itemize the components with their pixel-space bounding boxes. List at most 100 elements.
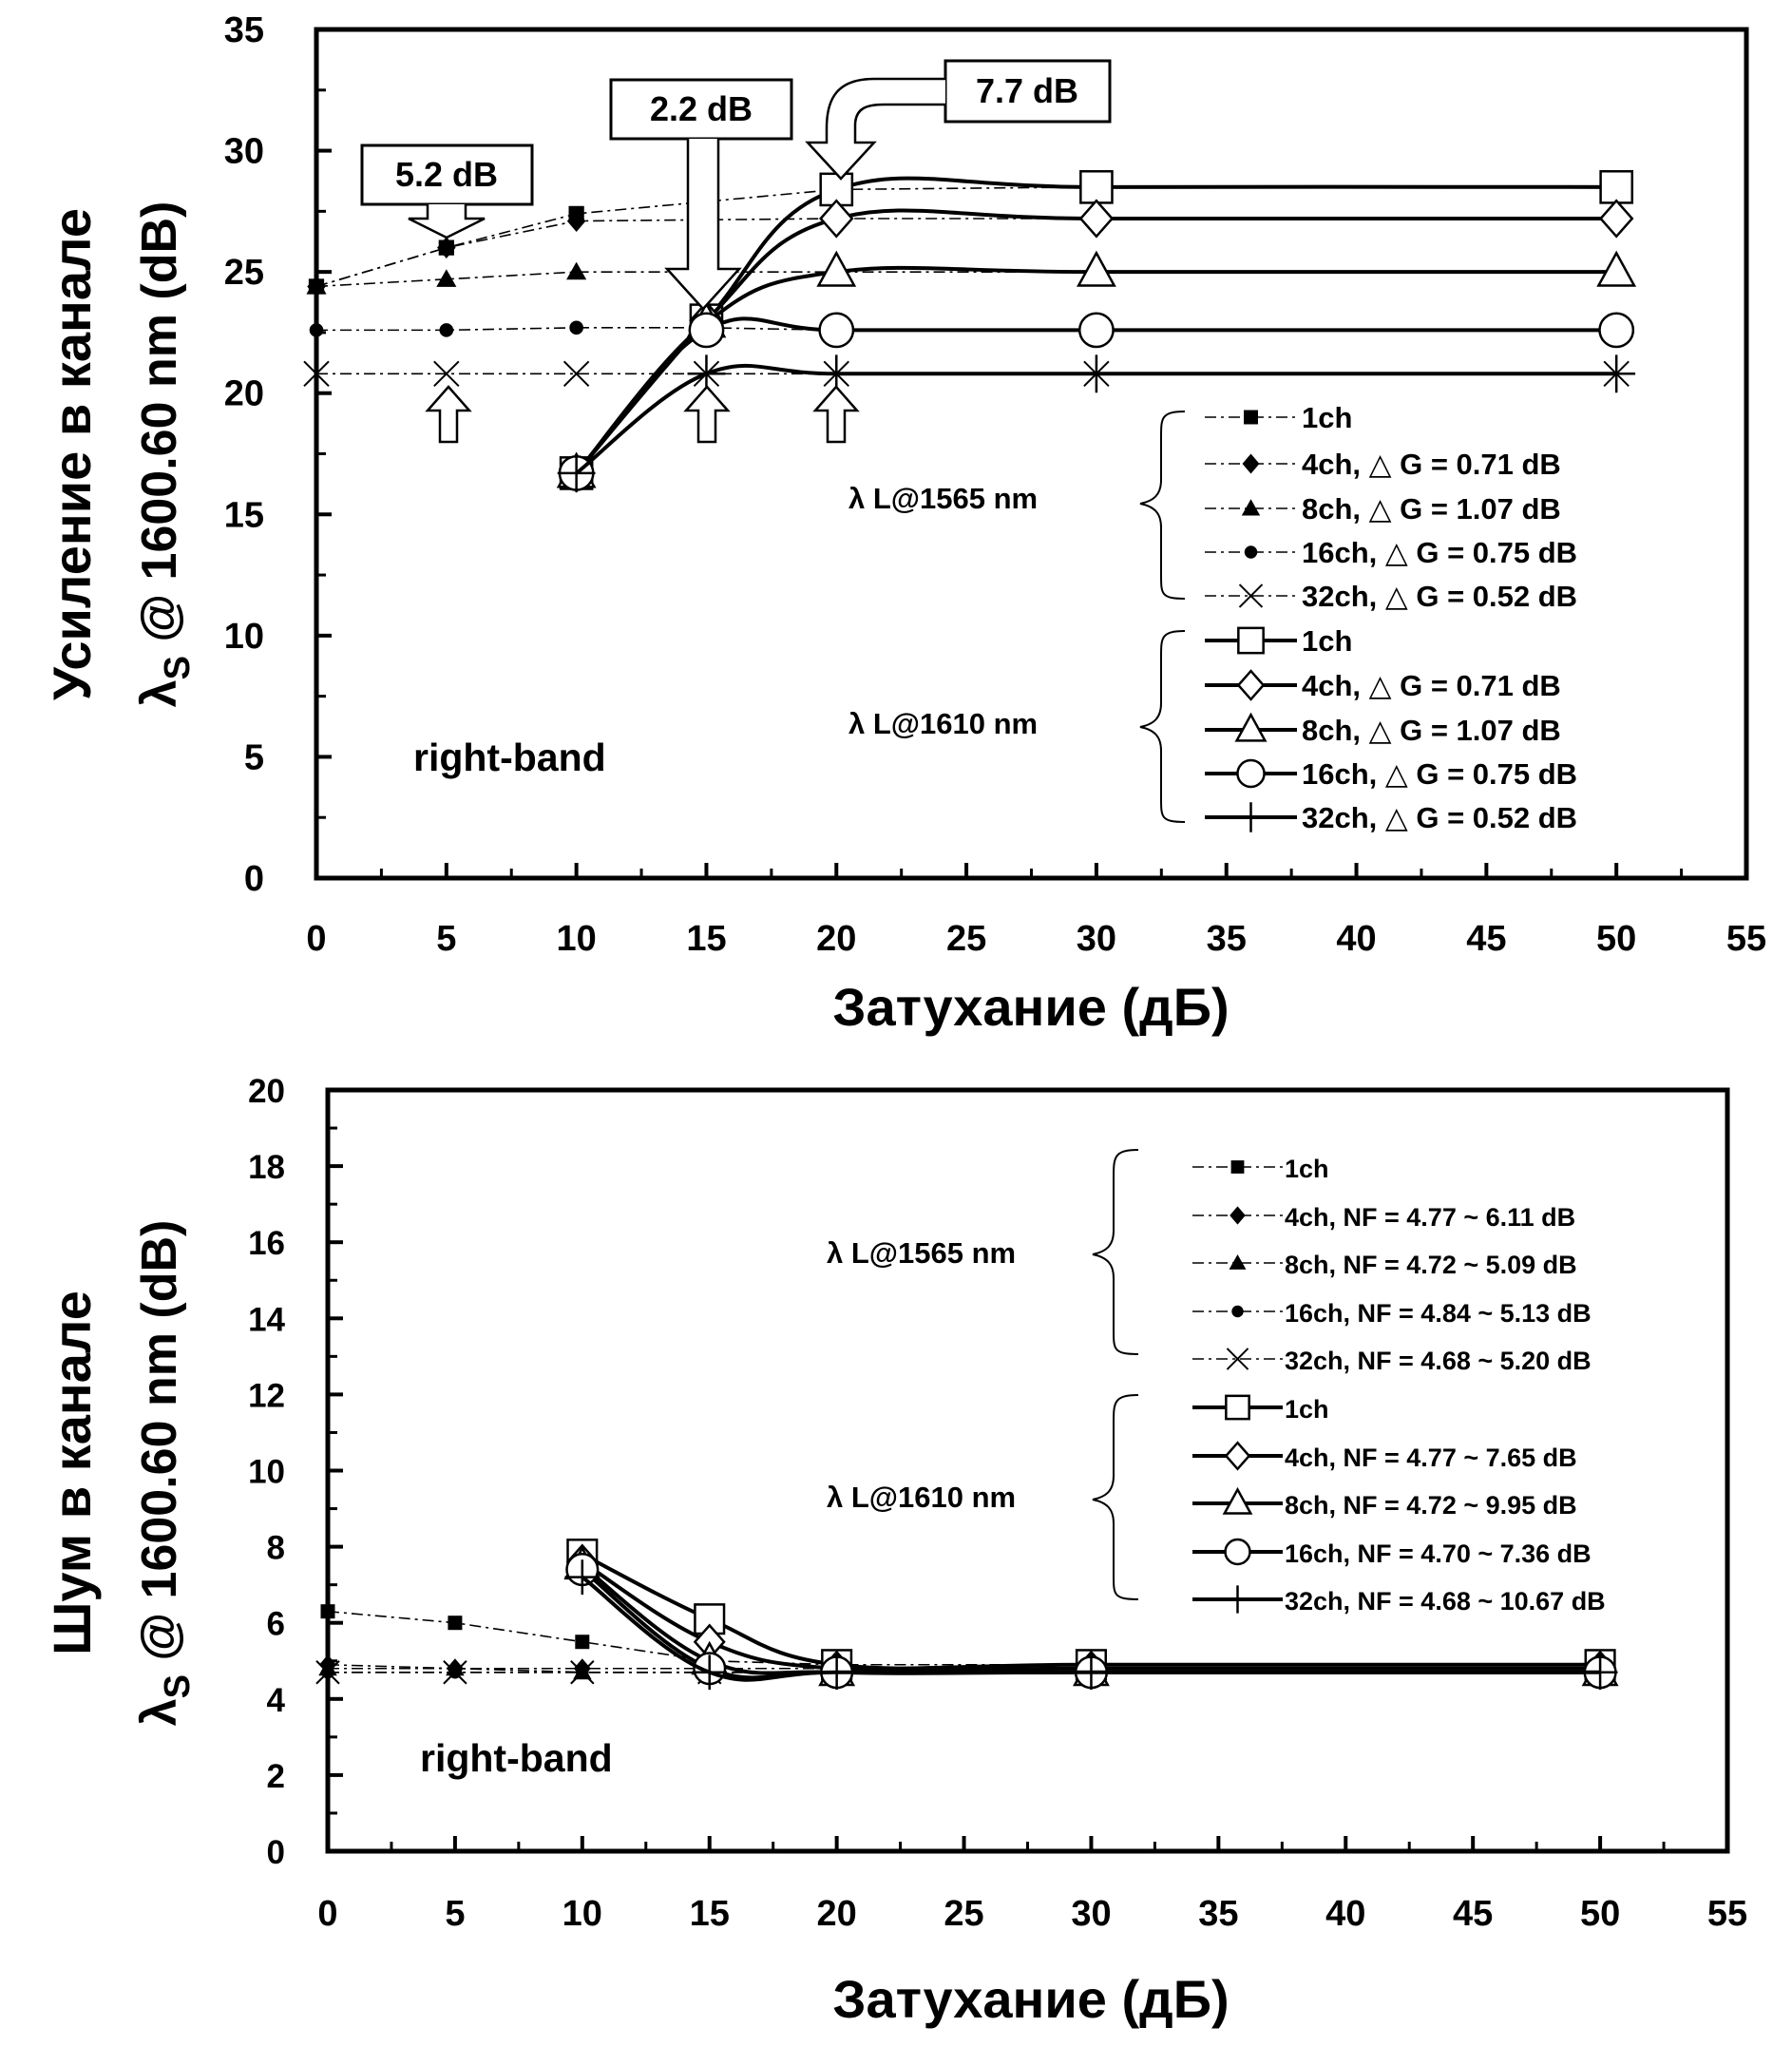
gain-chart-data-point (1597, 354, 1636, 393)
gain-chart-series (303, 170, 1637, 493)
gain-chart-legend-marker (1236, 669, 1266, 701)
gain-chart-y-axis-subscript: S (158, 656, 198, 679)
noise-chart-legend-entry: 1ch (1192, 1155, 1329, 1183)
noise-chart-legend-entry: 8ch, NF = 4.72 ~ 9.95 dB (1192, 1486, 1577, 1520)
gain-chart-data-point (566, 210, 586, 232)
gain-chart-series-line (315, 271, 1617, 288)
noise-chart-legend-label: 8ch, NF = 4.72 ~ 9.95 dB (1285, 1491, 1577, 1520)
gain-chart-legend-label: 4ch, △ G = 0.71 dB (1302, 448, 1561, 481)
noise-chart-legend-marker (1226, 1348, 1249, 1370)
gain-chart-legend-entry: 1ch (1205, 624, 1352, 658)
noise-chart-legend-entry: 4ch, NF = 4.77 ~ 6.11 dB (1192, 1203, 1575, 1232)
gain-chart-data-point (569, 320, 583, 335)
noise-chart-y-axis-title-line1: Шум в канале (42, 1291, 102, 1655)
gain-chart-y-axis-rest: @ 1600.60 nm (dB) (132, 201, 187, 656)
noise-chart-y-axis-rest: @ 1600.60 nm (dB) (132, 1220, 187, 1674)
noise-chart-legend-entry: 4ch, NF = 4.77 ~ 7.65 dB (1192, 1441, 1577, 1472)
gain-chart-y-tick-label: 35 (224, 10, 264, 50)
gain-chart-x-tick-label: 50 (1596, 919, 1636, 959)
noise-chart-x-ticks: 0 5 10 15 20 25 30 35 40 45 50 55 (317, 1836, 1747, 1934)
gain-chart-x-tick-label: 5 (436, 919, 456, 959)
gain-chart-legend-entry: 32ch, △ G = 0.52 dB (1205, 801, 1577, 834)
gain-chart-data-point (303, 360, 330, 388)
gain-chart-legend-entry: 8ch, △ G = 1.07 dB (1205, 492, 1561, 526)
gain-chart-x-tick-label: 25 (946, 919, 986, 959)
noise-chart-x-tick-label: 55 (1707, 1894, 1747, 1934)
noise-chart-legend-label: 1ch (1285, 1395, 1329, 1424)
gain-chart-series-line (575, 316, 1617, 475)
noise-chart-x-tick-label: 5 (445, 1894, 465, 1934)
noise-chart-x-tick-label: 40 (1325, 1894, 1365, 1934)
gain-chart-series-2-8ch-g-1-07-db (306, 261, 1627, 295)
gain-chart-legend-label: 32ch, △ G = 0.52 dB (1302, 801, 1577, 834)
noise-chart-brace-1610 (1092, 1394, 1139, 1600)
noise-chart-data-point (694, 1603, 726, 1635)
gain-chart-x-tick-label: 0 (306, 919, 326, 959)
noise-chart-data-point (448, 1616, 463, 1631)
noise-chart-data-point (819, 1654, 854, 1691)
gain-chart-data-point (818, 312, 855, 349)
gain-chart-legend-entry: 4ch, △ G = 0.71 dB (1205, 669, 1561, 702)
gain-chart-y-tick-label: 10 (224, 617, 264, 657)
noise-chart-legend-label: 4ch, NF = 4.77 ~ 7.65 dB (1285, 1444, 1577, 1472)
noise-chart-legend-entry: 1ch (1192, 1394, 1329, 1424)
noise-chart-data-point (564, 1559, 601, 1595)
gain-chart-legend-entry: 4ch, △ G = 0.71 dB (1205, 448, 1561, 481)
gain-chart-legend: 1ch 4ch, △ G = 0.71 dB 8ch, △ G = 1.07 dB 1… (1205, 401, 1577, 834)
gain-chart-y-tick-label: 15 (224, 495, 264, 535)
gain-chart-legend-label: 8ch, △ G = 1.07 dB (1302, 714, 1561, 747)
annotation-5-2-db-label: 5.2 dB (395, 155, 498, 194)
gain-chart-y-tick-label: 25 (224, 253, 264, 293)
noise-chart-brace-1565 (1092, 1149, 1139, 1355)
gain-chart-y-tick-label: 30 (224, 132, 264, 172)
gain-chart-data-point (1077, 250, 1116, 287)
gain-chart-data-point (306, 276, 327, 295)
up-arrow-x20 (812, 385, 860, 444)
gain-chart-x-tick-label: 35 (1207, 919, 1247, 959)
noise-chart-legend-marker (1231, 1305, 1244, 1318)
noise-chart-group-label-1565: λ L@1565 nm (827, 1236, 1016, 1270)
noise-chart-data-point (575, 1635, 590, 1650)
gain-chart-data-point (1598, 199, 1634, 239)
gain-chart-legend-label: 8ch, △ G = 1.07 dB (1302, 492, 1561, 526)
gain-chart-data-point (557, 454, 596, 492)
gain-chart-legend-marker (1238, 583, 1264, 608)
gain-chart-series-line (575, 363, 1617, 475)
gain-chart-data-point (1599, 170, 1634, 204)
gain-chart-data-point (816, 250, 857, 287)
noise-chart-y-tick-label: 4 (267, 1682, 286, 1719)
noise-chart-legend-marker (1222, 1486, 1253, 1515)
noise-chart-x-tick-label: 25 (944, 1894, 983, 1934)
gain-chart-brace-1610 (1139, 630, 1186, 823)
noise-chart-legend-marker (1225, 1394, 1250, 1421)
gain-chart-x-tick-label: 45 (1466, 919, 1506, 959)
gain-chart-legend-marker (1235, 802, 1267, 832)
noise-chart-x-tick-label: 0 (317, 1894, 337, 1934)
gain-chart-x-tick-label: 15 (686, 919, 726, 959)
gain-chart-group-label-1610: λ L@1610 nm (848, 707, 1038, 740)
gain-chart-data-point (1079, 170, 1114, 204)
noise-chart-y-tick-label: 8 (267, 1530, 285, 1567)
gain-chart-x-tick-label: 40 (1336, 919, 1376, 959)
gain-chart-legend-entry: 16ch, △ G = 0.75 dB (1205, 757, 1577, 791)
noise-chart-legend-label: 8ch, NF = 4.72 ~ 5.09 dB (1285, 1251, 1577, 1279)
gain-chart-x-ticks: 0 5 10 15 20 25 30 35 40 45 50 55 (306, 863, 1766, 959)
gain-chart-legend-entry: 1ch (1205, 401, 1352, 434)
gain-chart-y-tick-label: 0 (244, 859, 264, 899)
gain-chart-data-point (1077, 312, 1115, 349)
noise-chart-x-tick-label: 35 (1198, 1894, 1238, 1934)
noise-chart-legend-entry: 32ch, NF = 4.68 ~ 5.20 dB (1192, 1347, 1592, 1375)
gain-chart-legend-entry: 8ch, △ G = 1.07 dB (1205, 712, 1561, 747)
gain-chart-x-tick-label: 55 (1726, 919, 1766, 959)
noise-chart-y-tick-label: 2 (267, 1758, 285, 1795)
noise-chart-x-tick-label: 20 (816, 1894, 856, 1934)
gain-chart-x-tick-label: 20 (816, 919, 856, 959)
gain-chart-legend-entry: 16ch, △ G = 0.75 dB (1205, 536, 1577, 569)
gain-chart-legend-label: 16ch, △ G = 0.75 dB (1302, 757, 1577, 791)
noise-chart-series-line (581, 1576, 1601, 1682)
gain-chart-legend-label: 1ch (1302, 624, 1352, 658)
gain-chart-data-point (819, 199, 854, 239)
gain-chart-legend-label: 4ch, △ G = 0.71 dB (1302, 669, 1561, 702)
noise-chart-y-tick-label: 12 (248, 1377, 285, 1414)
noise-chart-legend-label: 16ch, NF = 4.70 ~ 7.36 dB (1285, 1539, 1592, 1568)
